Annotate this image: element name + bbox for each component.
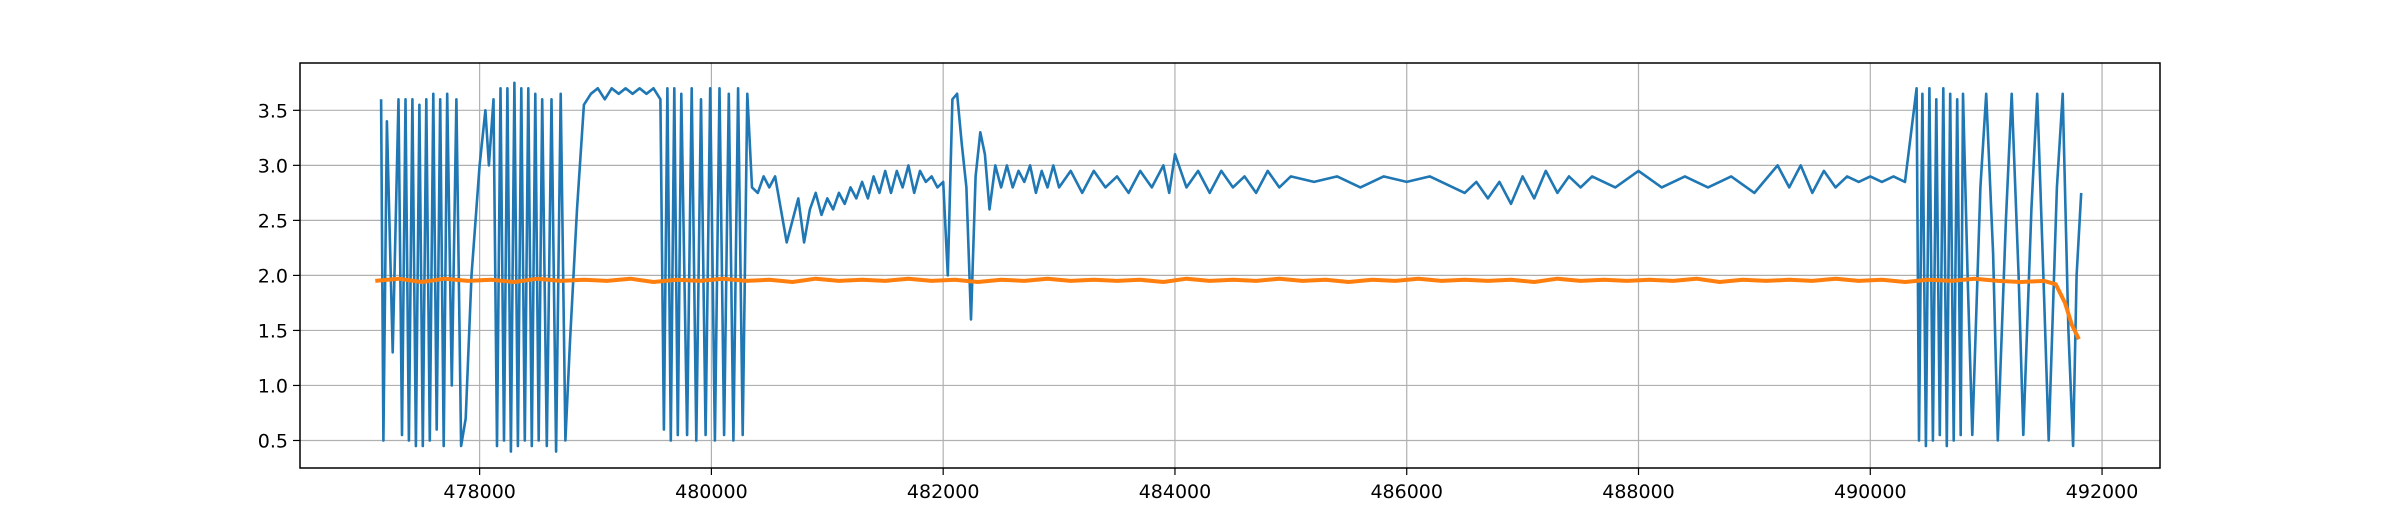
y-tick-label: 2.0: [258, 265, 288, 287]
x-tick-label: 482000: [907, 481, 980, 503]
grid: [300, 63, 2160, 468]
x-tick-label: 486000: [1370, 481, 1443, 503]
series-2-line: [375, 276, 2081, 341]
x-tick-label: 492000: [2066, 481, 2139, 503]
x-tick-label: 484000: [1139, 481, 1212, 503]
series-1-line: [379, 81, 2083, 453]
y-tick-label: 0.5: [258, 430, 288, 452]
y-tick-label: 3.0: [258, 155, 288, 177]
y-tick-label: 1.5: [258, 320, 288, 342]
y-tick-label: 1.0: [258, 375, 288, 397]
x-tick-label: 478000: [443, 481, 516, 503]
x-tick-label: 488000: [1602, 481, 1675, 503]
ticks: 478000 480000 482000 484000 486000 488000 4900…: [258, 100, 2139, 503]
y-tick-label: 2.5: [258, 210, 288, 232]
series-group: [375, 81, 2083, 453]
axes-frame: [299, 62, 2161, 469]
x-tick-label: 490000: [1834, 481, 1907, 503]
y-tick-label: 3.5: [258, 100, 288, 122]
x-tick-label: 480000: [675, 481, 748, 503]
